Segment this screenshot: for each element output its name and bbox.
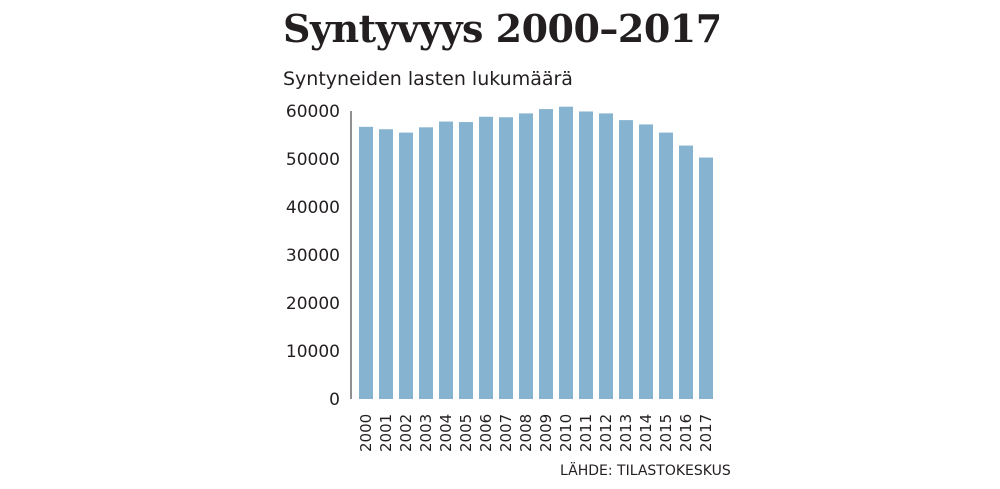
- x-tick-label: 2015: [657, 414, 675, 452]
- bar-2008: [519, 113, 533, 400]
- bars: [359, 106, 713, 400]
- bar-2010: [559, 106, 573, 400]
- bar-2012: [599, 113, 613, 400]
- bar-2003: [419, 127, 433, 399]
- x-tick-label: 2014: [637, 414, 655, 452]
- x-tick-label: 2010: [557, 414, 575, 452]
- bar-2013: [619, 120, 633, 400]
- x-tick-label: 2012: [597, 414, 615, 452]
- y-tick-label: 20000: [286, 294, 340, 314]
- x-tick-label: 2013: [617, 414, 635, 452]
- x-tick-label: 2017: [697, 414, 715, 452]
- y-tick-label: 50000: [286, 150, 340, 170]
- bar-2006: [479, 116, 493, 399]
- y-axis-ticks: 0 10000 20000 30000 40000 50000 60000: [286, 102, 340, 410]
- x-tick-label: 2000: [357, 414, 375, 452]
- x-tick-label: 2016: [677, 414, 695, 452]
- x-tick-label: 2011: [577, 414, 595, 452]
- bar-2015: [659, 132, 673, 399]
- x-tick-label: 2001: [377, 414, 395, 452]
- bar-2014: [639, 124, 653, 399]
- y-tick-label: 60000: [286, 102, 340, 122]
- bar-2001: [379, 129, 393, 400]
- bar-2009: [539, 109, 553, 399]
- x-tick-label: 2004: [437, 414, 455, 452]
- x-tick-label: 2009: [537, 414, 555, 452]
- bar-2002: [399, 132, 413, 399]
- bar-2004: [439, 121, 453, 399]
- y-tick-label: 10000: [286, 342, 340, 362]
- x-tick-label: 2006: [477, 414, 495, 452]
- x-tick-label: 2003: [417, 414, 435, 452]
- bar-2017: [699, 157, 713, 399]
- source-note: LÄHDE: TILASTOKESKUS: [560, 463, 731, 479]
- x-tick-label: 2008: [517, 414, 535, 452]
- bar-2011: [579, 111, 593, 399]
- x-tick-label: 2005: [457, 414, 475, 452]
- x-tick-label: 2007: [497, 414, 515, 452]
- x-axis-ticks: 2000 2001 2002 2003 2004 2005 2006 2007 2008 2009…: [357, 414, 715, 452]
- bar-2016: [679, 145, 693, 399]
- chart-subtitle: Syntyneiden lasten lukumäärä: [283, 68, 573, 90]
- y-tick-label: 30000: [286, 246, 340, 266]
- bar-2000: [359, 126, 373, 399]
- y-tick-label: 40000: [286, 198, 340, 218]
- y-tick-label: 0: [329, 390, 340, 410]
- bar-2005: [459, 122, 473, 399]
- x-tick-label: 2002: [397, 414, 415, 452]
- bar-2007: [499, 117, 513, 400]
- chart-title: Syntyvyys 2000–2017: [283, 6, 722, 51]
